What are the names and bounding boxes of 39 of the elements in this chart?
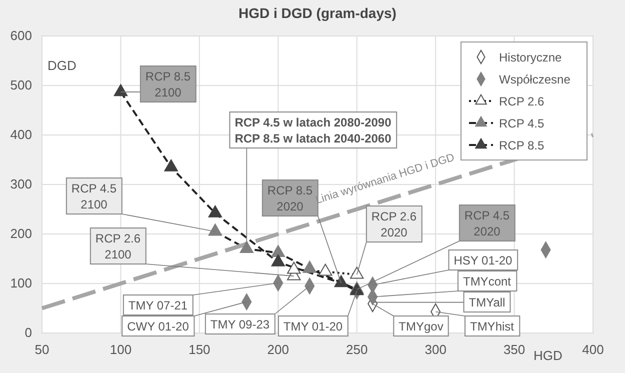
annotation: HSY 01-20 [454,254,513,268]
y-tick-label: 100 [10,276,32,291]
annotation: TMY 07-21 [128,298,188,312]
annotation: RCP 8.5 2020 [267,184,313,214]
annotation: RCP 2.6 2100 [95,232,141,262]
legend-label: Współczesne [499,72,571,86]
x-tick-label: 250 [346,342,368,358]
annotation: RCP 2.6 2020 [371,210,417,240]
y-tick-label: 500 [10,78,32,93]
annotation: CWY 01-20 [127,320,190,334]
legend-label: RCP 4.5 [499,116,544,130]
y-axis-title: DGD [48,58,76,73]
annotation: RCP 8.5 2100 [145,70,191,100]
x-tick-label: 100 [110,342,132,358]
y-tick-label: 600 [10,28,32,44]
y-tick-label: 400 [10,127,32,142]
annotation: TMY 09-23 [210,318,270,332]
x-tick-label: 300 [424,342,446,358]
x-tick-label: 150 [188,342,210,358]
annotation: TMYcont [462,274,512,288]
annotation: RCP 4.5 2100 [71,182,117,212]
annotation: TMYgov [398,320,444,334]
annotation: RCP 4.5 w latach 2080-2090 RCP 8.5 w latach 2040-2060 [234,116,392,146]
y-tick-label: 300 [10,176,32,192]
y-tick-label: 0 [24,325,32,340]
x-tick-label: 200 [267,342,289,358]
legend-label: Historyczne [499,50,562,64]
x-tick-label: 400 [582,342,604,358]
x-tick-label: 50 [34,342,50,358]
annotation: TMYall [468,296,506,310]
legend-label: RCP 2.6 [499,94,544,108]
y-tick-label: 200 [10,226,32,242]
annotation: RCP 4.5 2020 [464,208,510,238]
annotation: TMY 01-20 [283,320,343,334]
annotation: TMYhist [470,320,515,334]
chart-title: HGD i DGD (gram-days) [238,5,396,21]
legend-label: RCP 8.5 [499,138,544,152]
x-axis-title: HGD [534,348,562,363]
x-tick-label: 350 [503,342,526,358]
